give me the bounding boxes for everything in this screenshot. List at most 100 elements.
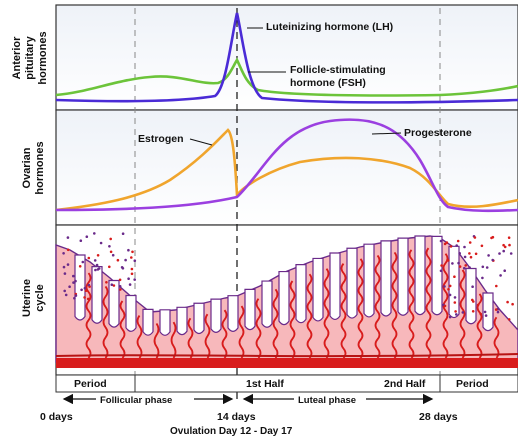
fsh-label-line1: Follicle-stimulating	[290, 64, 386, 76]
shedding-dot	[127, 277, 130, 281]
phase-arrows: Follicular phase Luteal phase	[62, 393, 434, 406]
first-half-label: 1st Half	[246, 378, 284, 390]
shedding-dot	[109, 237, 112, 241]
shedding-dot	[66, 248, 70, 252]
shedding-dot	[468, 241, 472, 244]
shedding-dot	[453, 296, 457, 299]
shedding-dot	[108, 245, 111, 248]
spiral-artery	[323, 268, 330, 359]
endometrial-gland	[465, 267, 477, 325]
shedding-dot	[120, 266, 124, 269]
shedding-dot	[455, 244, 459, 247]
basal-vessel-band	[56, 358, 518, 368]
shedding-dot	[496, 310, 500, 314]
shedding-dot	[78, 265, 82, 268]
shedding-dot	[83, 286, 87, 290]
shedding-dot	[99, 241, 103, 245]
endometrial-gland	[312, 257, 324, 322]
spiral-artery	[136, 315, 143, 359]
shedding-dot	[443, 285, 446, 288]
shedding-dot	[491, 258, 495, 262]
spiral-artery	[340, 263, 347, 359]
endometrial-gland	[74, 254, 86, 321]
endometrial-gland	[210, 298, 222, 333]
shedding-dot	[81, 260, 85, 264]
shedding-dot	[95, 263, 99, 267]
shedding-dot	[472, 300, 475, 303]
estrogen-curve	[55, 128, 518, 212]
endometrial-gland	[380, 240, 392, 317]
spiral-artery	[187, 317, 194, 359]
shedding-dot	[87, 256, 91, 260]
uterine-label-line2: cycle	[34, 284, 46, 312]
shedding-dot	[443, 242, 447, 246]
spiral-artery	[221, 309, 228, 359]
endometrial-gland	[91, 266, 103, 324]
shedding-dot	[448, 293, 452, 297]
endometrial-gland	[125, 294, 137, 332]
shedding-dot	[499, 274, 502, 277]
shedding-dot	[110, 283, 114, 287]
shedding-dot	[480, 244, 484, 248]
shedding-dot	[453, 301, 457, 304]
ovarian-panel	[55, 109, 518, 226]
shedding-dot	[62, 252, 65, 255]
spiral-artery	[459, 269, 466, 359]
ovarian-label-line1: Ovarian	[21, 147, 33, 188]
spiral-artery	[119, 300, 126, 359]
shedding-dot	[80, 288, 83, 292]
estrogen-leader	[189, 138, 213, 146]
spiral-artery	[255, 298, 262, 359]
spiral-artery	[408, 249, 415, 359]
shedding-dot	[469, 255, 473, 259]
shedding-dot	[74, 294, 78, 297]
shedding-dot	[96, 254, 100, 257]
shedding-dot	[448, 315, 452, 319]
shedding-dot	[502, 243, 505, 247]
endometrial-gland	[431, 235, 443, 316]
shedding-dot	[68, 285, 71, 289]
pituitary-label-line3: hormones	[37, 31, 49, 84]
shedding-dot	[490, 236, 493, 240]
shedding-dot	[66, 236, 70, 239]
estrogen-label: Estrogen	[138, 133, 184, 145]
shedding-dot	[464, 264, 468, 267]
progesterone-curve	[55, 118, 518, 213]
shedding-dot	[463, 266, 466, 270]
endometrial-gland	[346, 247, 358, 319]
shedding-dot	[484, 314, 488, 317]
shedding-dot	[86, 297, 90, 301]
shedding-dot	[87, 283, 91, 287]
second-half-label: 2nd Half	[384, 378, 426, 390]
shedding-dot	[83, 296, 86, 299]
shedding-dot	[130, 267, 134, 271]
shedding-dot	[72, 274, 75, 278]
shedding-dot	[121, 232, 125, 235]
ovarian-label-line2: hormones	[34, 141, 46, 194]
spiral-artery	[289, 280, 296, 359]
shedding-dot	[476, 303, 480, 307]
shedding-dot	[451, 262, 454, 265]
spiral-artery	[476, 293, 483, 359]
shedding-dot	[503, 245, 507, 249]
shedding-dot	[463, 245, 466, 249]
shedding-dot	[448, 284, 452, 288]
shedding-dot	[453, 275, 456, 279]
spiral-artery	[391, 251, 398, 359]
spiral-artery	[357, 258, 364, 359]
ovulation-label: Ovulation Day 12 - Day 17	[170, 426, 293, 437]
shedding-dot	[511, 302, 514, 306]
spiral-artery	[272, 288, 279, 359]
phase-bar-frame	[55, 374, 518, 393]
shedding-dot	[130, 272, 134, 276]
shedding-dot	[463, 255, 467, 259]
shedding-dot	[63, 272, 67, 275]
shedding-dot	[468, 252, 471, 255]
shedding-dot	[109, 250, 113, 254]
pituitary-label-line2: pituitary	[24, 35, 36, 79]
shedding-dot	[93, 232, 96, 235]
fsh-label-line2: hormone (FSH)	[290, 77, 366, 89]
day-axis: 0 days 14 days 28 days Ovulation Day 12 …	[40, 411, 458, 437]
